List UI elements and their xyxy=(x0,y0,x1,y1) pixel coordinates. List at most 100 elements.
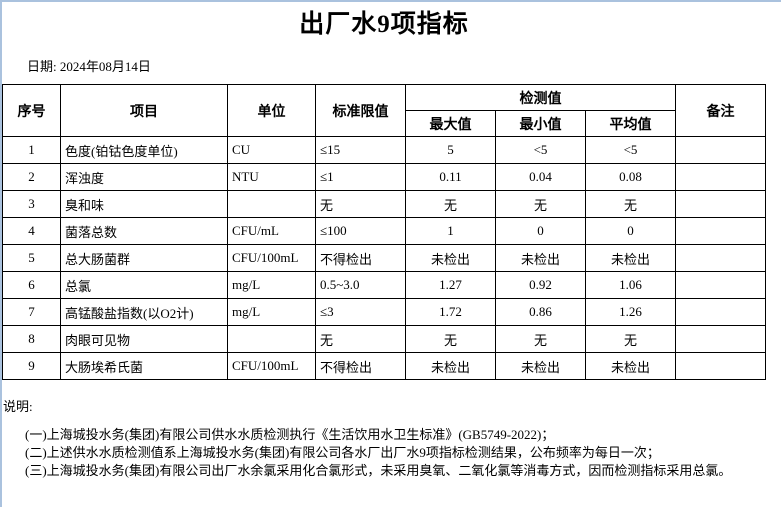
cell-remark xyxy=(675,136,766,164)
cell-min: <5 xyxy=(495,136,586,164)
cell-min: 未检出 xyxy=(495,244,586,272)
cell-item: 色度(铂钴色度单位) xyxy=(60,136,228,164)
cell-remark xyxy=(675,190,766,218)
header-min: 最小值 xyxy=(495,110,586,137)
cell-max: 1 xyxy=(405,217,496,245)
header-row-top: 序号 项目 单位 标准限值 检测值 备注 xyxy=(2,84,766,137)
window-top-edge xyxy=(0,0,781,2)
header-detection: 检测值 xyxy=(405,84,676,111)
cell-max: 0.11 xyxy=(405,163,496,191)
cell-item: 肉眼可见物 xyxy=(60,325,228,353)
note-item: (三)上海城投水务(集团)有限公司出厂水余氯采用化合氯形式，未采用臭氧、二氧化氯… xyxy=(25,463,732,478)
page-title: 出厂水9项指标 xyxy=(299,11,469,38)
header-avg: 平均值 xyxy=(585,110,676,137)
note-item: (二)上述供水水质检测值系上海城投水务(集团)有限公司各水厂出厂水9项指标检测结… xyxy=(25,445,660,460)
cell-max: 无 xyxy=(405,325,496,353)
cell-item: 菌落总数 xyxy=(60,217,228,245)
cell-avg: 1.06 xyxy=(585,271,676,299)
cell-avg: 无 xyxy=(585,190,676,218)
cell-min: 0.86 xyxy=(495,298,586,326)
cell-limit: 无 xyxy=(315,325,406,353)
table-row: 5 总大肠菌群 CFU/100mL 不得检出 未检出 未检出 未检出 xyxy=(2,244,766,272)
cell-avg: 无 xyxy=(585,325,676,353)
cell-unit: CFU/mL xyxy=(227,217,316,245)
cell-no: 5 xyxy=(2,244,61,272)
table-row: 7 高锰酸盐指数(以O2计) mg/L ≤3 1.72 0.86 1.26 xyxy=(2,298,766,326)
cell-no: 3 xyxy=(2,190,61,218)
cell-item: 高锰酸盐指数(以O2计) xyxy=(60,298,228,326)
header-remark: 备注 xyxy=(675,84,766,137)
table-row: 8 肉眼可见物 无 无 无 无 xyxy=(2,325,766,353)
cell-no: 2 xyxy=(2,163,61,191)
cell-limit: 0.5~3.0 xyxy=(315,271,406,299)
header-item: 项目 xyxy=(60,84,228,137)
cell-item: 臭和味 xyxy=(60,190,228,218)
date-label: 日期: 2024年08月14日 xyxy=(27,59,151,74)
table-row: 3 臭和味 无 无 无 无 xyxy=(2,190,766,218)
cell-limit: 无 xyxy=(315,190,406,218)
cell-no: 9 xyxy=(2,352,61,380)
cell-avg: 未检出 xyxy=(585,352,676,380)
cell-min: 无 xyxy=(495,190,586,218)
window-left-edge xyxy=(0,0,2,507)
header-unit: 单位 xyxy=(227,84,316,137)
cell-limit: ≤15 xyxy=(315,136,406,164)
header-row-sub: 最大值 最小值 平均值 xyxy=(3,110,766,137)
cell-limit: 不得检出 xyxy=(315,352,406,380)
cell-unit: mg/L xyxy=(227,298,316,326)
notes-list: (一)上海城投水务(集团)有限公司供水水质检测执行《生活饮用水卫生标准》(GB5… xyxy=(25,426,731,480)
cell-unit: CU xyxy=(227,136,316,164)
header-max: 最大值 xyxy=(405,110,496,137)
cell-max: 未检出 xyxy=(405,244,496,272)
cell-remark xyxy=(675,244,766,272)
cell-avg: 1.26 xyxy=(585,298,676,326)
table-row: 1 色度(铂钴色度单位) CU ≤15 5 <5 <5 xyxy=(2,136,766,164)
cell-no: 7 xyxy=(2,298,61,326)
cell-avg: 0 xyxy=(585,217,676,245)
cell-remark xyxy=(675,298,766,326)
cell-unit: CFU/100mL xyxy=(227,352,316,380)
cell-limit: 不得检出 xyxy=(315,244,406,272)
cell-min: 未检出 xyxy=(495,352,586,380)
table-row: 4 菌落总数 CFU/mL ≤100 1 0 0 xyxy=(2,217,766,245)
cell-unit: mg/L xyxy=(227,271,316,299)
cell-avg: 未检出 xyxy=(585,244,676,272)
cell-unit: NTU xyxy=(227,163,316,191)
table-row: 2 浑浊度 NTU ≤1 0.11 0.04 0.08 xyxy=(2,163,766,191)
cell-min: 0.92 xyxy=(495,271,586,299)
cell-item: 总大肠菌群 xyxy=(60,244,228,272)
cell-remark xyxy=(675,217,766,245)
header-no: 序号 xyxy=(2,84,61,137)
cell-max: 无 xyxy=(405,190,496,218)
cell-remark xyxy=(675,352,766,380)
cell-min: 0.04 xyxy=(495,163,586,191)
cell-unit xyxy=(227,325,316,353)
cell-max: 1.72 xyxy=(405,298,496,326)
header-limit: 标准限值 xyxy=(315,84,406,137)
table-row: 9 大肠埃希氏菌 CFU/100mL 不得检出 未检出 未检出 未检出 xyxy=(2,352,766,380)
cell-remark xyxy=(675,325,766,353)
note-item: (一)上海城投水务(集团)有限公司供水水质检测执行《生活饮用水卫生标准》(GB5… xyxy=(25,427,555,442)
cell-item: 总氯 xyxy=(60,271,228,299)
cell-max: 1.27 xyxy=(405,271,496,299)
cell-remark xyxy=(675,163,766,191)
cell-item: 浑浊度 xyxy=(60,163,228,191)
cell-unit: CFU/100mL xyxy=(227,244,316,272)
cell-remark xyxy=(675,271,766,299)
notes-heading: 说明: xyxy=(3,399,33,414)
cell-avg: <5 xyxy=(585,136,676,164)
cell-limit: ≤3 xyxy=(315,298,406,326)
cell-limit: ≤100 xyxy=(315,217,406,245)
cell-limit: ≤1 xyxy=(315,163,406,191)
cell-item: 大肠埃希氏菌 xyxy=(60,352,228,380)
cell-no: 4 xyxy=(2,217,61,245)
cell-unit xyxy=(227,190,316,218)
cell-min: 无 xyxy=(495,325,586,353)
cell-avg: 0.08 xyxy=(585,163,676,191)
cell-min: 0 xyxy=(495,217,586,245)
cell-no: 1 xyxy=(2,136,61,164)
water-quality-table: 序号 项目 单位 标准限值 检测值 备注 最大值 最小值 平均值 1 色度(铂钴… xyxy=(2,84,766,380)
cell-no: 6 xyxy=(2,271,61,299)
table-row: 6 总氯 mg/L 0.5~3.0 1.27 0.92 1.06 xyxy=(2,271,766,299)
cell-max: 5 xyxy=(405,136,496,164)
